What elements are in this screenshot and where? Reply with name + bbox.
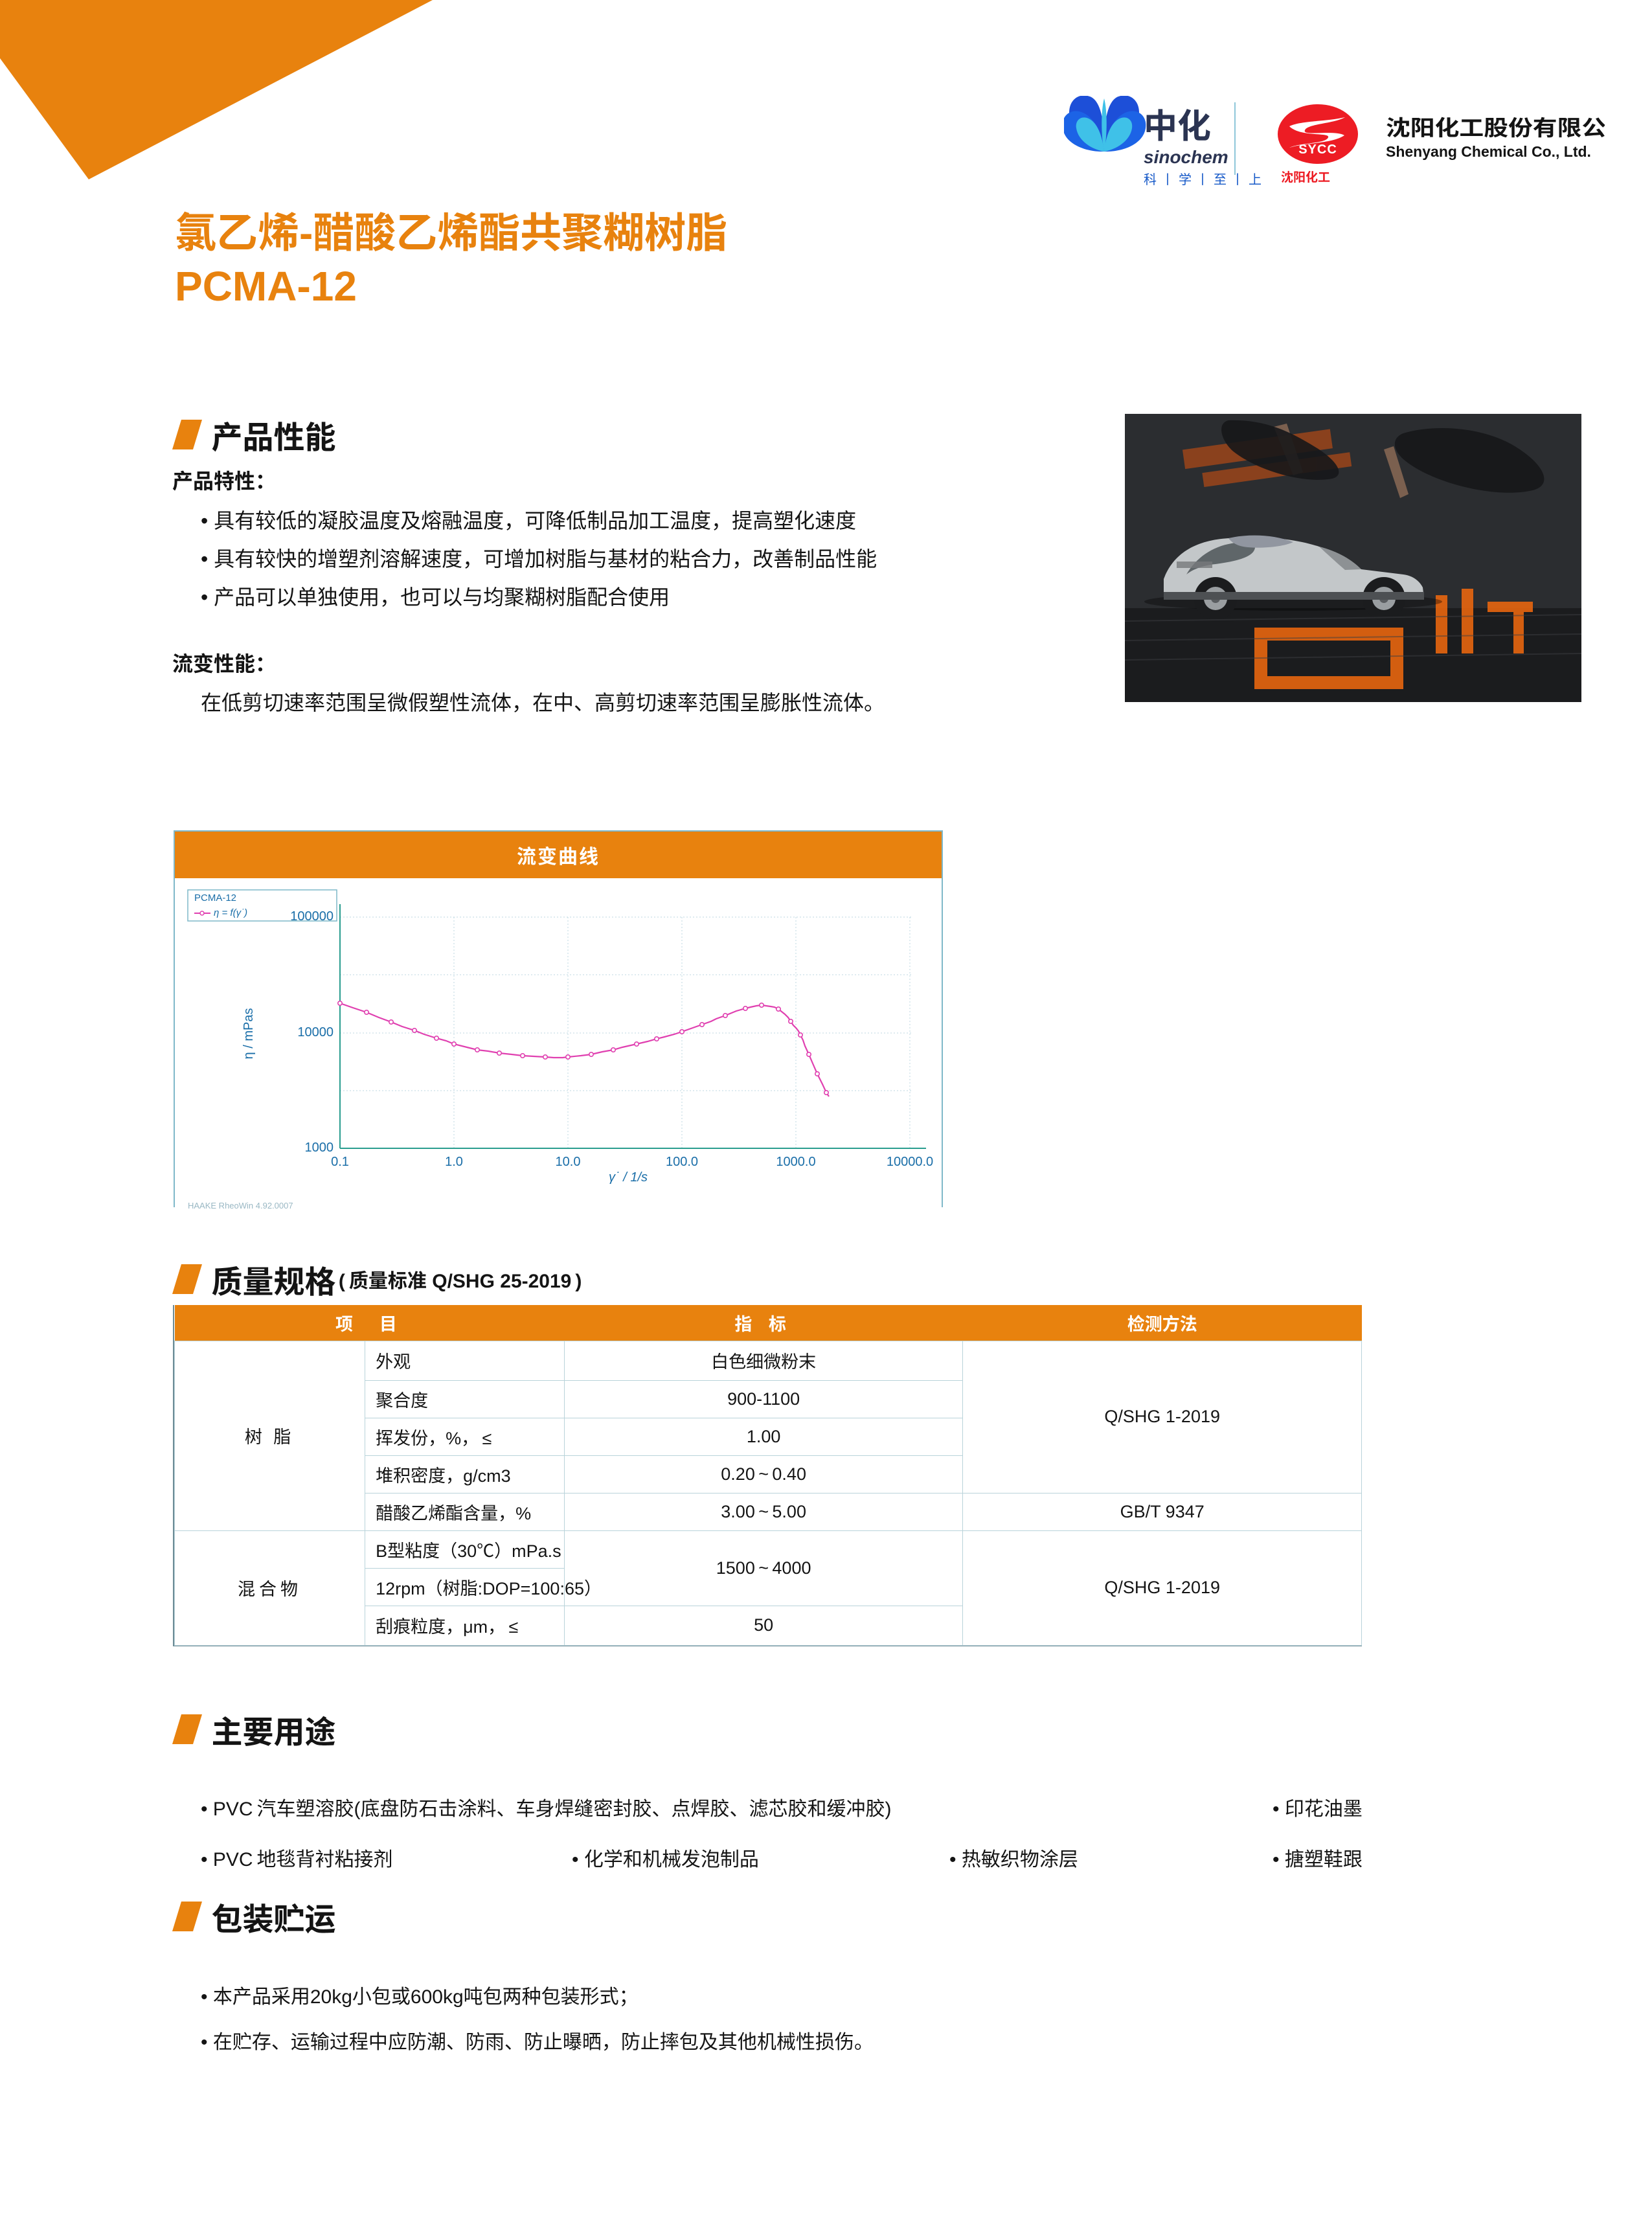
- svg-text:10000.0: 10000.0: [887, 1155, 933, 1169]
- svg-text:沈阳化工: 沈阳化工: [1281, 168, 1330, 185]
- svg-text:η = f(γ˙): η = f(γ˙): [214, 907, 247, 918]
- svg-text:1000.0: 1000.0: [776, 1155, 815, 1169]
- svg-text:100.0: 100.0: [666, 1155, 698, 1169]
- svg-text:0.1: 0.1: [331, 1155, 349, 1169]
- svg-text:HAAKE RheoWin 4.92.0007: HAAKE RheoWin 4.92.0007: [188, 1201, 293, 1210]
- svg-text:PCMA-12: PCMA-12: [194, 892, 236, 903]
- svg-text:沈阳化工股份有限公司: 沈阳化工股份有限公司: [1386, 111, 1605, 142]
- svg-text:η / mPas: η / mPas: [242, 1008, 256, 1060]
- svg-text:1000: 1000: [305, 1141, 334, 1155]
- svg-text:10000: 10000: [297, 1025, 334, 1039]
- svg-text:科丨学丨至丨上: 科丨学丨至丨上: [1144, 169, 1266, 188]
- svg-text:SYCC: SYCC: [1298, 142, 1337, 157]
- svg-text:sinochem: sinochem: [1144, 147, 1228, 167]
- svg-text:1.0: 1.0: [445, 1155, 463, 1169]
- svg-text:100000: 100000: [290, 909, 334, 924]
- svg-text:10.0: 10.0: [556, 1155, 581, 1169]
- svg-text:γ˙ / 1/s: γ˙ / 1/s: [609, 1170, 648, 1185]
- svg-text:Shenyang Chemical Co., Ltd.: Shenyang Chemical Co., Ltd.: [1386, 143, 1591, 160]
- svg-text:中化: 中化: [1144, 99, 1211, 148]
